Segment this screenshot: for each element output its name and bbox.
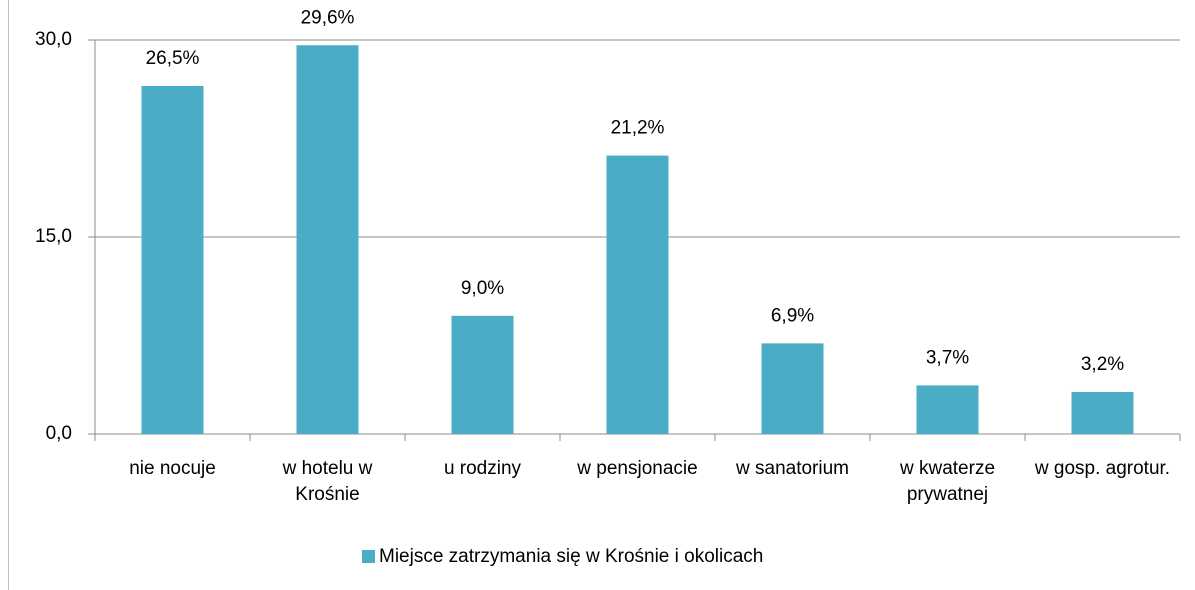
data-label: 9,0% [461, 278, 504, 299]
x-tick-label: w sanatorium [736, 458, 849, 479]
data-label: 3,7% [926, 347, 969, 368]
bar [606, 155, 669, 434]
bar [1071, 391, 1134, 434]
data-label: 29,6% [301, 7, 355, 28]
bar [761, 343, 824, 434]
x-tick-label: w pensjonacie [577, 458, 698, 479]
x-tick-label: u rodziny [443, 458, 522, 479]
legend-swatch [362, 550, 375, 563]
data-label: 26,5% [146, 48, 200, 69]
legend-label: Miejsce zatrzymania się w Krośnie i okol… [379, 546, 763, 567]
x-tick-label: w hotelu w Krośnie [282, 458, 373, 505]
y-tick-label: 0,0 [46, 423, 72, 444]
y-tick-label: 30,0 [35, 29, 72, 50]
x-tick-label: nie nocuje [129, 458, 216, 479]
bar [451, 315, 514, 434]
data-label: 6,9% [771, 305, 814, 326]
y-tick-label: 15,0 [35, 226, 72, 247]
x-tick-label: w kwaterze prywatnej [899, 458, 996, 505]
bar [916, 385, 979, 434]
bar [141, 85, 204, 434]
data-label: 3,2% [1081, 354, 1124, 375]
bar [296, 45, 359, 435]
data-label: 21,2% [611, 118, 665, 139]
x-tick-label: w gosp. agrotur. [1034, 458, 1171, 479]
frame [8, 0, 9, 590]
